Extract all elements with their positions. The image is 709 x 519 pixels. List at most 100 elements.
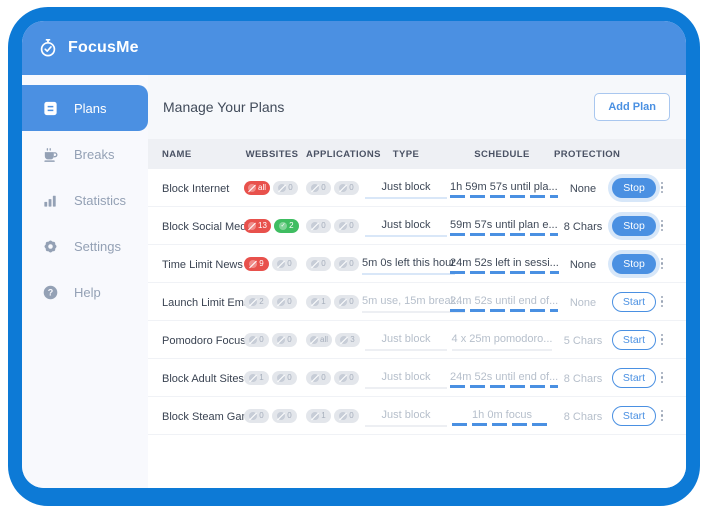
plan-row: Time Limit News 9 0 0 0 5m 0s left this hour 2… [148,245,686,283]
stop-plan-button[interactable]: Stop [612,215,656,236]
plan-protection: None [569,258,597,271]
count-pill: 3 [335,332,361,347]
sidebar-item-label: Plans [74,100,107,116]
plan-schedule[interactable]: 24m 52s until end of... [450,371,559,388]
add-plan-button[interactable]: Add Plan [594,93,670,121]
websites-counts: all 0 [244,180,300,195]
count-pill: 2 [273,218,299,233]
plan-protection: 8 Chars [563,372,603,385]
block-slash-icon [277,335,286,344]
block-slash-icon [249,373,258,382]
applications-counts: all 3 [300,332,362,347]
count-pill: all [244,180,271,195]
stop-plan-button[interactable]: Stop [612,253,656,274]
block-slash-icon [249,411,258,420]
block-slash-icon [339,411,348,420]
row-menu-icon[interactable] [659,294,666,310]
plan-name: Launch Limit Email [162,296,255,309]
plan-type: Just block [365,219,447,237]
block-slash-icon [339,297,348,306]
count-pill: 0 [272,408,297,423]
plan-schedule[interactable]: 1h 0m focus [452,409,552,426]
row-menu-icon[interactable] [659,370,666,386]
count-pill: 0 [306,218,331,233]
plan-name: Block Social Media [162,220,255,233]
plan-protection: None [569,182,597,195]
plan-name: Time Limit News [162,258,243,271]
plan-protection: 8 Chars [563,410,603,423]
count-pill: 0 [334,180,359,195]
plans-table: NAME WEBSITES APPLICATIONS TYPE SCHEDULE PROT… [148,139,686,488]
start-plan-button[interactable]: Start [612,367,656,388]
block-slash-icon [249,259,258,268]
block-slash-icon [277,411,286,420]
row-menu-icon[interactable] [659,256,666,272]
sidebar-item-plans[interactable]: Plans [22,85,148,131]
column-header-applications: APPLICATIONS [306,148,381,160]
plan-schedule[interactable]: 1h 59m 57s until pla... [450,181,558,198]
table-header-row: NAME WEBSITES APPLICATIONS TYPE SCHEDULE PROT… [148,139,686,169]
plan-type: Just block [365,409,447,427]
block-slash-icon [249,335,258,344]
row-menu-icon[interactable] [659,332,666,348]
sidebar-item-label: Settings [74,238,121,254]
row-menu-icon[interactable] [659,180,666,196]
count-pill: 0 [306,180,331,195]
block-slash-icon [311,297,320,306]
sidebar-item-label: Statistics [74,192,127,208]
count-pill: 13 [244,218,271,233]
column-header-schedule: SCHEDULE [474,148,530,160]
sidebar-item-statistics[interactable]: Statistics [22,177,148,223]
plan-schedule[interactable]: 24m 52s left in sessi... [450,257,559,274]
plan-row: Block Internet all 0 0 0 Just block 1h 59m 57s… [148,169,686,207]
app-window: FocusMe Plans Breaks Statistics Settings ? He… [22,21,686,488]
count-pill: all [306,332,333,347]
sidebar-item-breaks[interactable]: Breaks [22,131,148,177]
count-pill: 0 [306,256,331,271]
websites-counts: 132 [244,218,300,233]
plan-schedule[interactable]: 59m 57s until plan e... [450,219,558,236]
plan-schedule[interactable]: 4 x 25m pomodoro... [451,333,553,351]
block-slash-icon [311,221,320,230]
sidebar-item-label: Help [74,284,101,300]
column-header-protection: PROTECTION [554,148,621,160]
stop-plan-button[interactable]: Stop [612,177,656,198]
sidebar-item-settings[interactable]: Settings [22,223,148,269]
row-menu-icon[interactable] [659,218,666,234]
plan-type: 5m use, 15m break... [362,295,466,313]
plan-row: Block Steam Games 0 0 1 0 Just block 1h 0m foc… [148,397,686,435]
count-pill: 1 [306,294,331,309]
plan-name: Block Adult Sites [162,372,244,385]
topbar: FocusMe [22,21,686,75]
statistics-icon [41,191,59,209]
plan-row: Block Adult Sites 1 0 0 0 Just block 24m 52s u… [148,359,686,397]
block-slash-icon [277,297,286,306]
block-slash-icon [277,373,286,382]
sidebar-item-help[interactable]: ? Help [22,269,148,315]
column-header-type: TYPE [392,148,420,160]
count-pill: 0 [244,332,269,347]
row-menu-icon[interactable] [659,408,666,424]
block-slash-icon [311,373,320,382]
start-plan-button[interactable]: Start [612,329,656,350]
start-plan-button[interactable]: Start [612,291,656,312]
start-plan-button[interactable]: Start [612,405,656,426]
count-pill: 0 [334,408,359,423]
plan-schedule[interactable]: 24m 52s until end of... [450,295,559,312]
plan-row: Pomodoro Focus 0 0 all 3 Just block 4 x 25m po… [148,321,686,359]
app-title: FocusMe [68,39,139,56]
block-slash-icon [339,259,348,268]
block-slash-icon [339,221,348,230]
count-pill: 0 [272,256,297,271]
block-slash-icon [248,221,256,230]
plan-name: Block Internet [162,182,230,195]
block-slash-icon [340,335,349,344]
